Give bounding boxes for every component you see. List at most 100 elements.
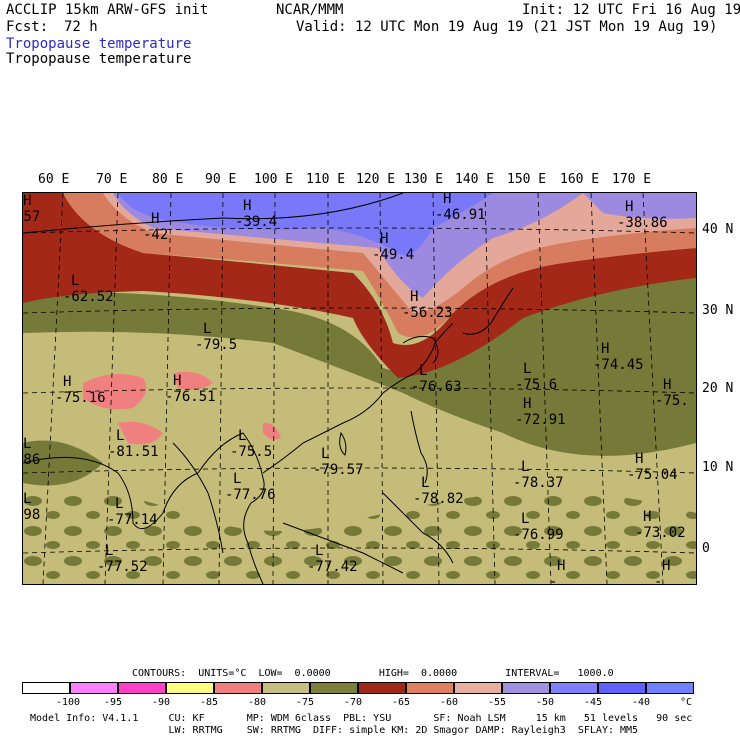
extremum-symbol: H	[557, 558, 565, 574]
extremum-symbol: L	[203, 321, 211, 337]
colorbar-cell	[646, 682, 694, 694]
extremum-value: -56.23	[402, 305, 453, 321]
extremum-value: -78.37	[513, 475, 564, 491]
extremum-value: -76.99	[513, 527, 564, 543]
extremum-value: -77.42	[307, 559, 358, 575]
colorbar-cell	[262, 682, 310, 694]
extremum-value: -72.91	[515, 412, 566, 428]
colorbar-label: -75	[296, 697, 315, 708]
extremum-value: -75.16	[55, 390, 106, 406]
coastlines	[23, 193, 514, 584]
lat-label: 30 N	[702, 303, 734, 318]
colorbar-cell	[70, 682, 118, 694]
extremum-value: -73.02	[635, 525, 686, 541]
extremum-symbol: L	[115, 496, 123, 512]
contours-info: CONTOURS: UNITS=°C LOW= 0.0000 HIGH= 0.0…	[132, 668, 614, 679]
extremum-symbol: L	[315, 543, 323, 559]
extremum-symbol: H	[173, 373, 181, 389]
extremum-symbol: H	[523, 396, 531, 412]
extremum-symbol: H	[625, 199, 633, 215]
colorbar-cell	[550, 682, 598, 694]
model-info: Model Info: V4.1.1 CU: KF MP: WDM 6class…	[30, 713, 693, 724]
colorbar-cell	[406, 682, 454, 694]
extremum-value: -42	[143, 227, 168, 243]
colorbar-label: -65	[392, 697, 411, 708]
extremum-value: -	[549, 574, 557, 584]
colorbar-label: -40	[632, 697, 651, 708]
lat-label: 20 N	[702, 381, 734, 396]
extremum-symbol: H	[601, 341, 609, 357]
extremum-symbol: H	[243, 198, 251, 214]
extremum-symbol: L	[523, 361, 531, 377]
extremum-value: -79.57	[313, 462, 364, 478]
lat-label: 0	[702, 541, 710, 556]
extremum-symbol: L	[238, 428, 246, 444]
lon-label: 120 E	[356, 172, 396, 187]
colorbar-cell	[502, 682, 550, 694]
colorbar-cell	[22, 682, 70, 694]
extrema-labels: H-42H-39.4H-46.91H-49.4H-38.86L-62.52L-7…	[23, 193, 689, 584]
colorbar-label: -70	[344, 697, 363, 708]
colorbar-cell	[598, 682, 646, 694]
extremum-symbol: L	[71, 273, 79, 289]
extremum-value: -62.52	[63, 289, 114, 305]
extremum-value: -38.86	[617, 215, 668, 231]
fcst-label: Fcst:	[6, 19, 49, 35]
valid-time: Valid: 12 UTC Mon 19 Aug 19 (21 JST Mon …	[296, 19, 718, 35]
colorbar-label: -60	[440, 697, 459, 708]
extremum-symbol: H	[635, 451, 643, 467]
region-olive-dark-south	[23, 490, 696, 584]
extremum-value: -75.04	[627, 467, 678, 483]
extremum-value: -77.76	[225, 487, 276, 503]
extremum-symbol: L	[105, 543, 113, 559]
extremum-symbol: L	[23, 491, 31, 507]
extremum-value: -39.4	[235, 214, 277, 230]
extremum-symbol: H	[151, 211, 159, 227]
extremum-value: -74.45	[593, 357, 644, 373]
extremum-symbol: H	[23, 193, 31, 209]
extremum-value: -76.51	[165, 389, 216, 405]
extremum-value: -76.63	[411, 379, 462, 395]
region-blue	[118, 193, 493, 256]
region-maroon	[23, 193, 696, 378]
colorbar-label: -95	[104, 697, 123, 708]
extremum-symbol: H	[410, 289, 418, 305]
lon-label: 90 E	[205, 172, 237, 187]
region-olive-dark-west	[23, 440, 103, 486]
lon-label: 150 E	[507, 172, 547, 187]
extremum-symbol: L	[521, 511, 529, 527]
model-title: ACCLIP 15km ARW-GFS init	[6, 2, 209, 18]
extremum-value: .98	[23, 507, 40, 523]
colorbar-label: -45	[584, 697, 603, 708]
map-panel[interactable]: H -42 H -39.4 H -46.91 H -49.4 H -38.86 L -62.52 L -7…	[22, 192, 697, 585]
region-hotpink-2	[118, 421, 163, 445]
colorbar-cell	[118, 682, 166, 694]
extremum-value: -77.52	[97, 559, 148, 575]
field-title-blue: Tropopause temperature	[6, 36, 192, 52]
extremum-value: -75.	[655, 393, 689, 409]
lat-label: 40 N	[702, 222, 734, 237]
colorbar-cell	[358, 682, 406, 694]
region-olive-dark-band	[23, 278, 696, 456]
extremum-symbol: H	[443, 193, 451, 207]
colorbar-label: -100	[56, 697, 81, 708]
lon-label: 160 E	[560, 172, 600, 187]
extremum-value: -75.5	[230, 444, 272, 460]
extremum-symbol: L	[321, 446, 329, 462]
init-time: Init: 12 UTC Fri 16 Aug 19	[522, 2, 740, 18]
region-hotpink-4	[263, 422, 281, 440]
extremum-symbol: H	[63, 374, 71, 390]
extremum-symbol: H	[663, 377, 671, 393]
lon-label: 80 E	[152, 172, 184, 187]
colorbar-cell	[310, 682, 358, 694]
colorbar-cell	[454, 682, 502, 694]
field-title: Tropopause temperature	[6, 51, 192, 67]
colorbar-label: -85	[200, 697, 219, 708]
extremum-symbol: L	[421, 475, 429, 491]
extremum-symbol: H	[643, 509, 651, 525]
extremum-symbol: L	[233, 471, 241, 487]
tropopause-temperature-map: H-42H-39.4H-46.91H-49.4H-38.86L-62.52L-7…	[23, 193, 696, 584]
extremum-value: -49.4	[372, 247, 414, 263]
extremum-symbol: L	[116, 428, 124, 444]
extremum-value: .86	[23, 452, 40, 468]
